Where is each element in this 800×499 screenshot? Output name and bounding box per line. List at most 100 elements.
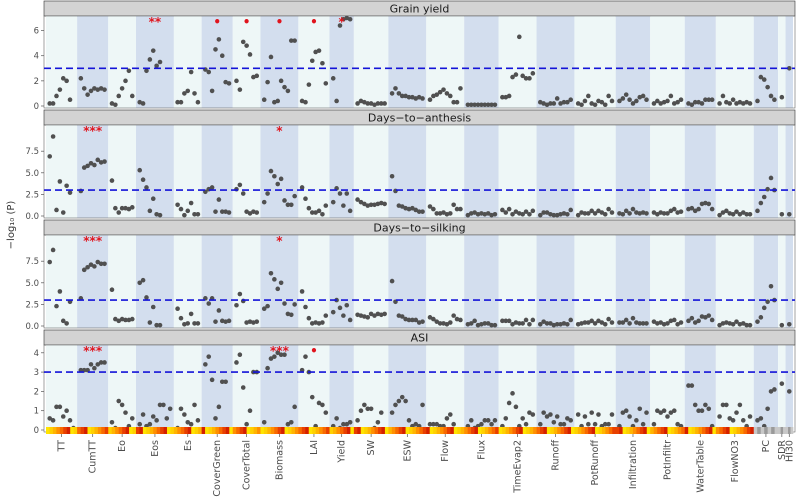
data-point (185, 208, 191, 214)
data-point (734, 410, 739, 415)
data-point (216, 404, 222, 410)
data-point (278, 176, 284, 182)
heat-cell (357, 427, 362, 434)
category-band (498, 125, 537, 218)
data-point (551, 101, 557, 106)
x-tick-label: PC (761, 440, 772, 453)
significance-marker: * (276, 124, 283, 138)
data-point (213, 209, 218, 214)
data-point (427, 315, 433, 320)
data-point (389, 173, 395, 179)
heat-cell (471, 427, 475, 434)
heat-cell (63, 427, 68, 434)
heat-cell (243, 427, 247, 434)
heat-cell (163, 427, 168, 434)
heat-cell (160, 427, 164, 434)
data-point (88, 88, 94, 94)
heat-cell (111, 427, 116, 434)
data-point (420, 96, 425, 101)
heat-cell (409, 427, 413, 434)
data-point (602, 321, 608, 327)
heat-cell (619, 427, 623, 434)
heat-cell (677, 427, 682, 434)
panel-title: Grain yield (390, 3, 450, 16)
heat-cell (146, 427, 151, 434)
category-band (298, 345, 330, 432)
data-point (575, 412, 581, 417)
data-point (523, 76, 529, 81)
heat-cell (719, 427, 724, 434)
data-point (244, 421, 249, 427)
data-point (288, 312, 294, 318)
data-point (209, 377, 215, 383)
data-point (737, 211, 743, 217)
heat-cell (115, 427, 119, 434)
data-point (744, 211, 749, 217)
category-band (46, 16, 78, 108)
category-band (464, 16, 499, 108)
heat-cell (267, 427, 272, 434)
data-point (454, 99, 460, 105)
data-point (237, 87, 243, 92)
data-point (341, 313, 346, 318)
category-band (785, 125, 793, 218)
heat-cell (253, 427, 258, 434)
data-point (482, 418, 488, 423)
data-point (150, 304, 156, 310)
data-point (551, 419, 557, 425)
data-point (510, 74, 515, 80)
heat-cell (250, 427, 254, 434)
heat-cell (643, 427, 648, 434)
data-point (261, 97, 267, 103)
data-point (678, 97, 684, 103)
data-point (282, 352, 287, 358)
significance-marker: * (339, 15, 346, 29)
data-point (292, 38, 297, 43)
data-point (95, 362, 101, 367)
heat-cell (436, 427, 441, 434)
data-point (472, 318, 477, 324)
heat-cell (778, 427, 781, 434)
data-point (599, 210, 605, 215)
heat-strip (46, 427, 794, 434)
data-point (520, 73, 525, 79)
data-point (102, 360, 107, 365)
data-point (706, 406, 712, 412)
data-point (582, 320, 588, 325)
data-point (119, 86, 125, 91)
heat-cell (118, 427, 123, 434)
data-point (192, 211, 197, 217)
heat-cell (388, 427, 393, 434)
data-point (513, 72, 519, 77)
data-point (316, 208, 322, 214)
data-point (237, 352, 243, 358)
x-tick-label: LAI (309, 440, 320, 455)
heat-cell (591, 427, 596, 434)
data-point (268, 54, 274, 60)
data-point (195, 321, 201, 326)
data-point (209, 185, 215, 190)
data-point (492, 211, 498, 217)
data-point (129, 416, 135, 421)
data-point (447, 211, 453, 216)
category-band (615, 125, 651, 218)
data-point (671, 408, 677, 413)
heat-cell (540, 427, 544, 434)
category-band (77, 125, 109, 218)
data-point (92, 162, 97, 168)
data-point (699, 101, 705, 106)
category-band (173, 235, 202, 328)
data-point (88, 160, 94, 166)
heat-cell (546, 427, 551, 434)
data-point (126, 68, 132, 74)
data-point (747, 414, 753, 419)
category-band (715, 125, 754, 218)
data-point (375, 101, 381, 106)
heat-cell (639, 427, 644, 434)
heat-cell (608, 427, 613, 434)
data-point (699, 408, 705, 413)
data-point (623, 92, 629, 97)
significance-marker: • (310, 344, 318, 358)
data-point (779, 94, 785, 100)
data-point (551, 212, 557, 218)
